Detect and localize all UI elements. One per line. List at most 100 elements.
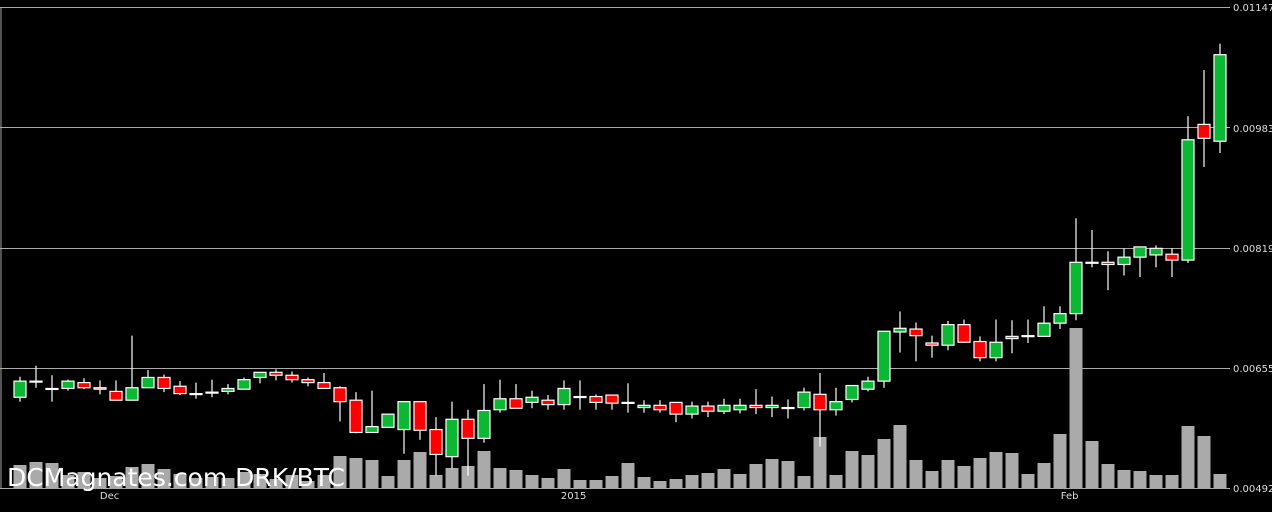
candle	[1117, 248, 1131, 276]
candle	[621, 383, 635, 413]
candle	[349, 392, 363, 434]
candle-body	[461, 418, 475, 439]
volume-bar	[157, 469, 171, 488]
candle-body	[509, 398, 523, 409]
volume-bar	[493, 468, 507, 488]
candle-body	[397, 401, 411, 431]
candle-body	[1181, 139, 1195, 261]
candle	[1037, 306, 1051, 338]
candle	[1101, 251, 1115, 291]
candle	[733, 398, 747, 414]
candle-body	[1005, 335, 1019, 340]
candle-body	[477, 409, 491, 439]
candle-body	[1117, 256, 1131, 266]
candle	[1133, 246, 1147, 277]
volume-bar	[1021, 474, 1035, 488]
candle-body	[13, 380, 27, 398]
candle	[61, 379, 75, 391]
candle	[829, 387, 843, 416]
candle	[893, 311, 907, 353]
candle	[189, 382, 203, 399]
candle-body	[557, 387, 571, 406]
volume-bar	[909, 460, 923, 488]
candle-body	[605, 394, 619, 404]
volume-bar	[13, 465, 27, 488]
candle-body	[701, 405, 715, 412]
candle-body	[173, 385, 187, 395]
candle	[285, 371, 299, 383]
y-tick-label: 0.00819	[1233, 244, 1272, 255]
candle	[653, 400, 667, 413]
candle	[701, 401, 715, 418]
candle-body	[1021, 335, 1035, 338]
candle-body	[717, 404, 731, 412]
volume-bar	[973, 458, 987, 488]
volume-bar	[1213, 474, 1227, 488]
volume-bar	[541, 478, 555, 488]
volume-bar	[397, 460, 411, 488]
volume-bar	[141, 464, 155, 488]
volume-bar	[701, 473, 715, 488]
candle	[909, 322, 923, 362]
candle	[317, 373, 331, 390]
volume-bar	[509, 470, 523, 488]
candle	[925, 335, 939, 358]
volume-bar	[957, 466, 971, 488]
candle	[141, 370, 155, 389]
candle-body	[413, 401, 427, 431]
candle	[1021, 319, 1035, 343]
candle	[1053, 306, 1067, 330]
candle-body	[349, 399, 363, 434]
candle	[93, 380, 107, 395]
candle	[973, 336, 987, 362]
candle	[237, 377, 251, 390]
volume-bar	[733, 474, 747, 488]
candle-body	[1085, 261, 1099, 264]
candle-body	[685, 405, 699, 415]
volume-bar	[653, 481, 667, 488]
candle	[637, 400, 651, 413]
volume-bar	[941, 460, 955, 488]
x-axis-labels: Dec 2015 Feb	[100, 491, 1079, 502]
candle	[813, 373, 827, 447]
candle	[461, 409, 475, 476]
candle	[1149, 245, 1163, 268]
candle-body	[253, 371, 267, 379]
candle-body	[749, 404, 763, 409]
candle-body	[1133, 246, 1147, 258]
volume-bar	[781, 461, 795, 488]
volume-bar	[1085, 441, 1099, 488]
candle	[957, 319, 971, 343]
candle-body	[925, 342, 939, 346]
candle-body	[61, 380, 75, 390]
volume-bar	[1005, 453, 1019, 488]
candle	[685, 401, 699, 419]
candle	[157, 374, 171, 393]
volume-bar	[1133, 471, 1147, 488]
volume-bar	[61, 475, 75, 488]
candle	[877, 330, 891, 388]
candle	[509, 384, 523, 409]
volume-bar	[797, 476, 811, 488]
candle	[45, 375, 59, 402]
x-tick-label: 2015	[561, 491, 586, 502]
volume-bar	[461, 466, 475, 488]
candle-body	[653, 404, 667, 411]
candle-body	[205, 391, 219, 394]
volume-bar	[381, 476, 395, 488]
candle-body	[573, 395, 587, 399]
candle-body	[621, 401, 635, 405]
volume-bar	[765, 459, 779, 488]
candle	[333, 386, 347, 422]
candle	[1197, 70, 1211, 167]
candle	[413, 401, 427, 440]
volume-bar	[125, 467, 139, 488]
candle-body	[909, 328, 923, 337]
volume-bars	[13, 328, 1227, 488]
y-tick-label: 0.00655	[1233, 364, 1272, 375]
volume-bar	[845, 451, 859, 488]
candle-body	[589, 395, 603, 404]
candle-body	[813, 393, 827, 411]
volume-bar	[989, 452, 1003, 488]
y-tick-label: 0.00492	[1233, 484, 1272, 495]
